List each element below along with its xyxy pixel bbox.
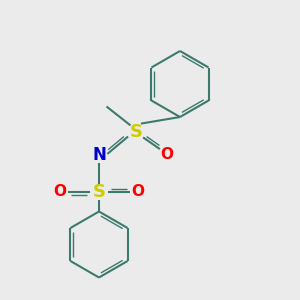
- Text: S: S: [130, 123, 143, 141]
- Text: O: O: [160, 147, 173, 162]
- Text: O: O: [131, 184, 145, 200]
- Text: O: O: [53, 184, 67, 200]
- Text: N: N: [92, 146, 106, 164]
- Text: S: S: [92, 183, 106, 201]
